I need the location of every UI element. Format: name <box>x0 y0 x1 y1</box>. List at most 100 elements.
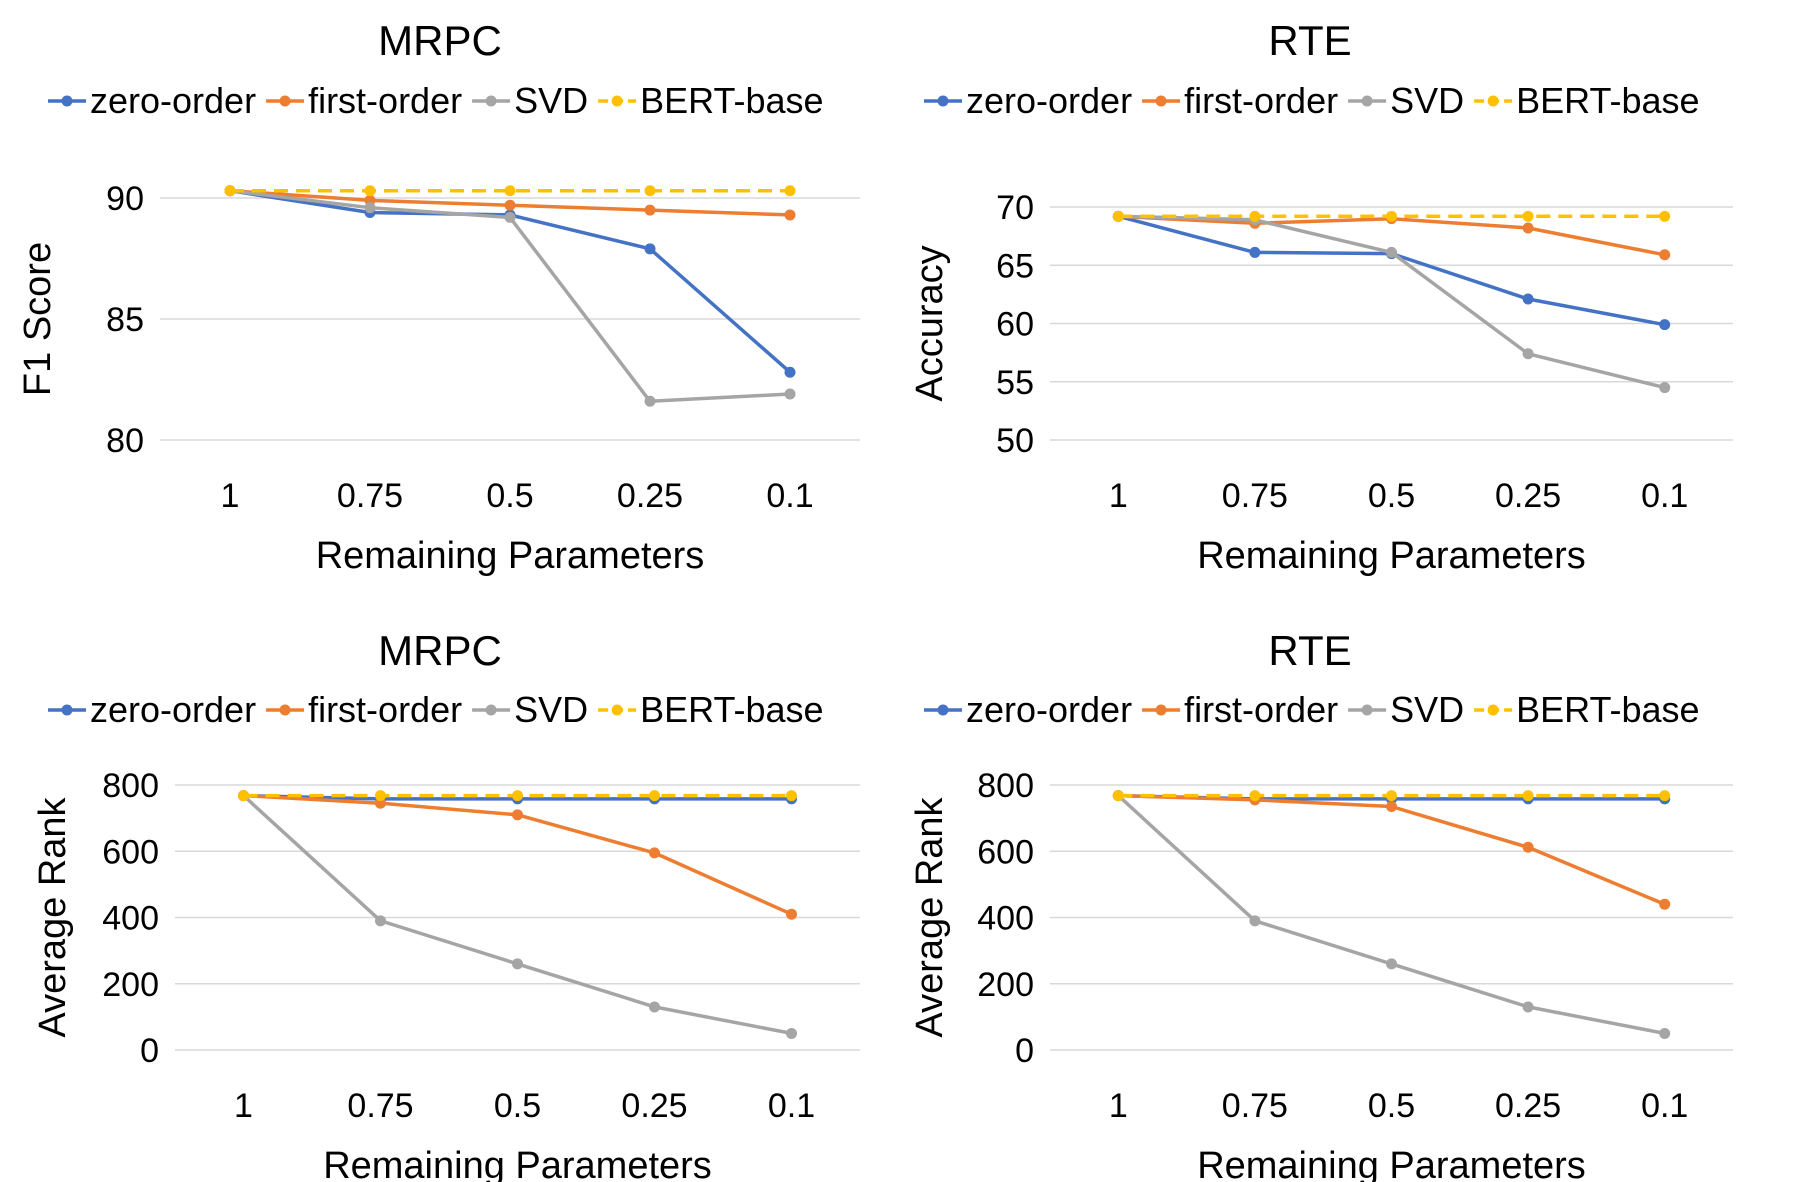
legend-label: BERT-base <box>1516 80 1699 121</box>
data-point <box>1659 898 1671 910</box>
x-tick-label: 0.25 <box>1495 1087 1561 1125</box>
x-tick-label: 0.1 <box>766 477 813 515</box>
legend-label: first-order <box>1184 689 1338 730</box>
data-point <box>786 908 797 920</box>
legend-label: BERT-base <box>640 689 823 730</box>
data-point <box>784 209 796 221</box>
data-point <box>1659 1027 1671 1039</box>
legend-item: zero-order <box>924 689 1132 730</box>
legend-label: SVD <box>514 80 588 121</box>
data-point <box>1249 210 1261 222</box>
chart-title: MRPC <box>378 627 502 674</box>
data-point <box>644 204 656 216</box>
legend-swatch-marker <box>61 704 73 716</box>
data-point <box>1522 222 1534 234</box>
x-tick-label: 1 <box>221 477 240 515</box>
series-svd <box>1112 790 1671 1039</box>
legend-swatch-marker <box>611 704 623 716</box>
legend-item: BERT-base <box>1474 689 1700 730</box>
series-first-order <box>1112 790 1671 910</box>
legend-item: SVD <box>472 689 588 730</box>
data-point <box>786 790 797 802</box>
legend-swatch-marker <box>937 704 949 716</box>
data-point <box>504 211 516 223</box>
data-point <box>364 185 376 197</box>
data-point <box>1112 790 1124 802</box>
y-tick-label: 0 <box>1015 1032 1034 1070</box>
legend-label: SVD <box>1390 689 1464 730</box>
series-first-order <box>238 790 797 920</box>
series-svd <box>238 790 797 1039</box>
legend-label: zero-order <box>90 80 256 121</box>
data-point <box>1386 210 1397 222</box>
legend-swatch-marker <box>1155 704 1167 716</box>
x-tick-label: 0.25 <box>617 477 683 515</box>
series-svd <box>224 185 796 407</box>
data-point <box>1659 319 1671 331</box>
chart-title: RTE <box>1268 627 1351 674</box>
data-point <box>1249 246 1261 258</box>
legend-label: first-order <box>308 689 462 730</box>
data-point <box>375 790 386 802</box>
data-point <box>512 809 523 821</box>
legend-swatch-marker <box>61 95 73 107</box>
data-point <box>1659 790 1671 802</box>
legend-item: SVD <box>1348 80 1464 121</box>
series-line <box>1117 214 1666 327</box>
legend-item: first-order <box>1142 80 1338 121</box>
data-point <box>1522 210 1534 222</box>
legend: zero-order first-order SVD BERT-base <box>48 80 824 121</box>
y-tick-label: 85 <box>106 301 144 339</box>
x-tick-label: 0.5 <box>1368 1087 1415 1125</box>
series-line <box>1117 794 1666 1036</box>
data-point <box>784 366 796 378</box>
y-axis-label: F1 Score <box>17 242 59 396</box>
legend-item: SVD <box>1348 689 1464 730</box>
y-tick-label: 800 <box>102 767 159 805</box>
data-point <box>644 395 656 407</box>
legend-label: first-order <box>308 80 462 121</box>
series-bert-base <box>224 185 796 197</box>
data-point <box>1522 293 1534 305</box>
legend-label: BERT-base <box>640 80 823 121</box>
y-tick-label: 600 <box>977 833 1034 871</box>
series-bert-base <box>238 790 797 802</box>
legend-item: zero-order <box>48 689 256 730</box>
data-point <box>238 790 249 802</box>
legend-swatch-marker <box>611 95 623 107</box>
chart-panel-4: RTE 0 200 400 600 800 1 0.75 0.5 0.25 0.1 Remaining… <box>909 627 1733 1182</box>
chart-title: MRPC <box>378 17 502 64</box>
legend-label: first-order <box>1184 80 1338 121</box>
x-tick-label: 0.75 <box>337 477 403 515</box>
legend-item: first-order <box>1142 689 1338 730</box>
data-point <box>1659 210 1671 222</box>
legend-swatch-marker <box>937 95 949 107</box>
legend-swatch-marker <box>1155 95 1167 107</box>
legend-item: BERT-base <box>1474 80 1700 121</box>
x-tick-label: 0.75 <box>1222 1087 1288 1125</box>
legend-swatch-marker <box>279 95 291 107</box>
data-point <box>784 388 796 400</box>
x-tick-label: 1 <box>1109 477 1128 515</box>
x-tick-label: 1 <box>234 1087 253 1125</box>
chart-panel-1: MRPC 80 85 90 1 0.75 0.5 0.25 0.1 Remaining Param… <box>17 17 860 577</box>
y-axis-label: Average Rank <box>909 796 951 1037</box>
data-point <box>512 790 523 802</box>
data-point <box>1112 210 1124 222</box>
legend-label: zero-order <box>966 80 1132 121</box>
legend-label: BERT-base <box>1516 689 1699 730</box>
x-axis-label: Remaining Parameters <box>323 1145 712 1182</box>
legend: zero-order first-order SVD BERT-base <box>924 689 1700 730</box>
legend-swatch-marker <box>1361 95 1373 107</box>
data-point <box>1386 958 1397 970</box>
data-point <box>1249 790 1261 802</box>
chart-panel-2: RTE 50 55 60 65 70 1 0.75 0.5 0.25 0.1 Remaining Pa… <box>909 17 1733 577</box>
data-point <box>1659 382 1671 394</box>
y-tick-label: 400 <box>102 900 159 938</box>
legend-swatch-marker <box>1487 95 1499 107</box>
legend: zero-order first-order SVD BERT-base <box>48 689 824 730</box>
series-line <box>242 794 792 1036</box>
y-tick-label: 90 <box>106 180 144 218</box>
x-tick-label: 0.25 <box>621 1087 687 1125</box>
data-point <box>644 185 656 197</box>
